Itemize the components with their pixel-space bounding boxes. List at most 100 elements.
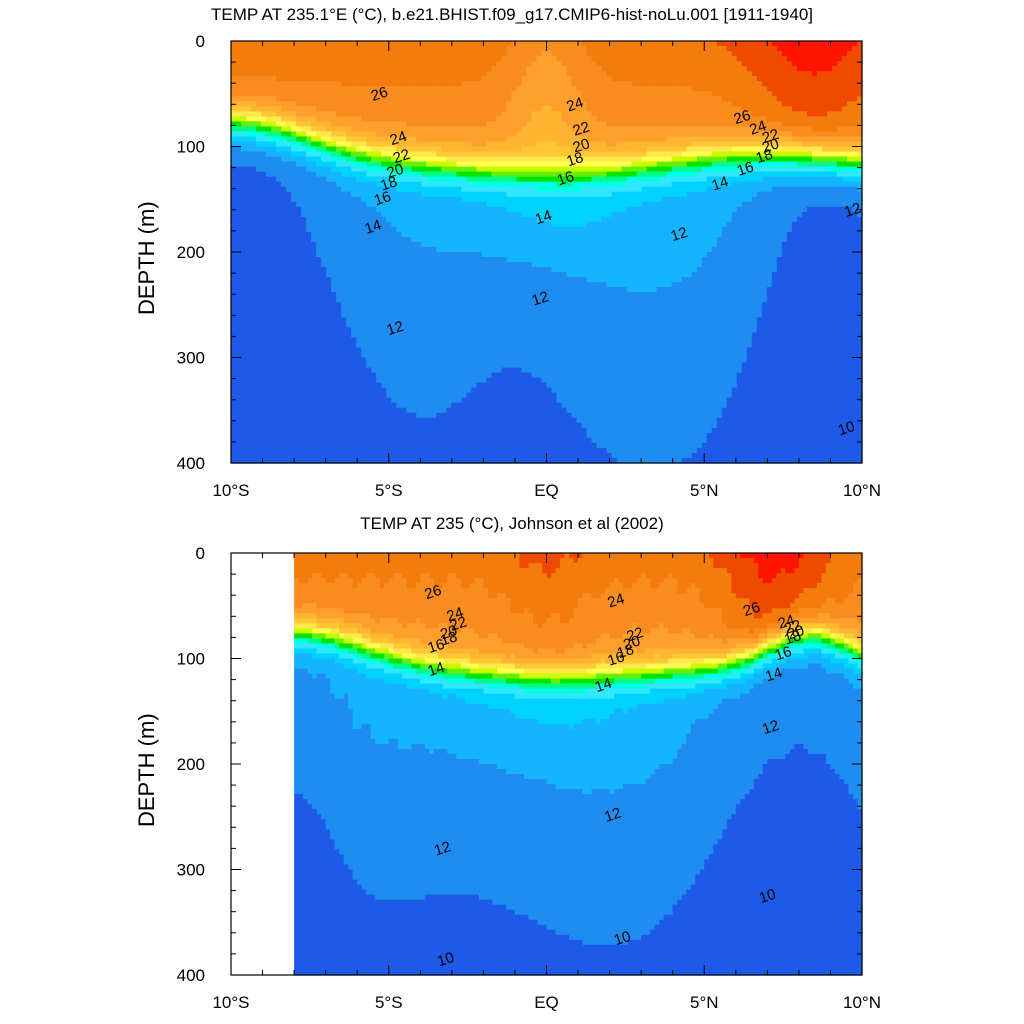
field-cell <box>256 206 262 213</box>
field-cell <box>461 126 467 133</box>
field-cell <box>491 181 498 188</box>
field-cell <box>416 452 422 459</box>
field-cell <box>431 437 437 444</box>
field-cell <box>381 141 387 148</box>
field-cell <box>326 427 332 434</box>
field-cell <box>416 332 422 338</box>
field-cell <box>276 307 282 313</box>
field-cell <box>321 126 327 133</box>
field-cell <box>371 312 377 318</box>
field-cell <box>496 156 503 163</box>
field-cell <box>401 216 407 223</box>
field-cell <box>326 422 332 429</box>
field-cell <box>306 231 312 238</box>
field-cell <box>436 56 442 62</box>
field-cell <box>236 432 242 439</box>
field-cell <box>246 216 252 223</box>
field-cell <box>306 246 312 253</box>
field-cell <box>471 347 477 354</box>
field-cell <box>426 377 432 384</box>
field-cell <box>321 317 327 323</box>
field-cell <box>296 442 302 449</box>
field-cell <box>306 352 312 359</box>
field-cell <box>396 417 402 424</box>
field-cell <box>416 166 422 173</box>
field-cell <box>391 337 397 344</box>
field-cell <box>336 71 342 77</box>
field-cell <box>356 71 362 77</box>
field-cell <box>386 176 392 183</box>
field-cell <box>266 196 272 203</box>
field-cell <box>366 372 372 379</box>
field-cell <box>246 191 252 198</box>
field-cell <box>391 292 397 298</box>
field-cell <box>381 111 387 117</box>
field-cell <box>431 106 437 112</box>
field-cell <box>511 392 518 399</box>
field-cell <box>266 41 272 47</box>
field-cell <box>336 116 342 122</box>
field-cell <box>256 262 262 268</box>
field-cell <box>361 41 367 47</box>
field-cell <box>311 262 317 268</box>
field-cell <box>301 272 307 278</box>
field-cell <box>301 292 307 298</box>
field-cell <box>481 216 488 223</box>
field-cell <box>471 292 477 298</box>
field-cell <box>291 216 297 223</box>
field-cell <box>401 272 407 278</box>
field-cell <box>381 407 387 414</box>
field-cell <box>266 191 272 198</box>
field-cell <box>371 337 377 344</box>
field-cell <box>526 151 533 158</box>
field-cell <box>326 317 332 323</box>
field-cell <box>356 246 362 253</box>
field-cell <box>231 332 237 338</box>
field-cell <box>261 432 267 439</box>
field-cell <box>501 181 508 188</box>
field-cell <box>376 267 382 273</box>
field-cell <box>471 211 477 218</box>
field-cell <box>411 186 417 193</box>
field-cell <box>391 76 397 82</box>
field-cell <box>311 196 317 203</box>
field-cell <box>511 267 518 273</box>
field-cell <box>311 322 317 328</box>
field-cell <box>336 392 342 399</box>
field-cell <box>386 252 392 258</box>
field-cell <box>426 367 432 374</box>
field-cell <box>326 322 332 328</box>
field-cell <box>376 201 382 208</box>
field-cell <box>326 121 332 127</box>
field-cell <box>316 171 322 178</box>
field-cell <box>411 141 417 148</box>
field-cell <box>416 432 422 439</box>
field-cell <box>501 191 508 198</box>
field-cell <box>446 151 452 158</box>
field-cell <box>351 412 357 419</box>
field-cell <box>341 327 347 333</box>
field-cell <box>456 362 462 369</box>
field-cell <box>491 71 498 77</box>
field-cell <box>451 397 457 404</box>
field-cell <box>341 181 347 188</box>
field-cell <box>466 427 472 434</box>
field-cell <box>436 196 442 203</box>
field-cell <box>301 201 307 208</box>
field-cell <box>396 342 402 349</box>
field-cell <box>271 362 277 369</box>
field-cell <box>371 317 377 323</box>
field-cell <box>491 166 498 173</box>
field-cell <box>236 181 242 188</box>
field-cell <box>441 407 447 414</box>
field-cell <box>401 206 407 213</box>
field-cell <box>261 457 267 464</box>
field-cell <box>276 317 282 323</box>
field-cell <box>426 447 432 454</box>
field-cell <box>476 282 482 288</box>
field-cell <box>521 392 528 399</box>
field-cell <box>236 257 242 263</box>
field-cell <box>471 297 477 303</box>
field-cell <box>326 221 332 228</box>
field-cell <box>341 121 347 127</box>
